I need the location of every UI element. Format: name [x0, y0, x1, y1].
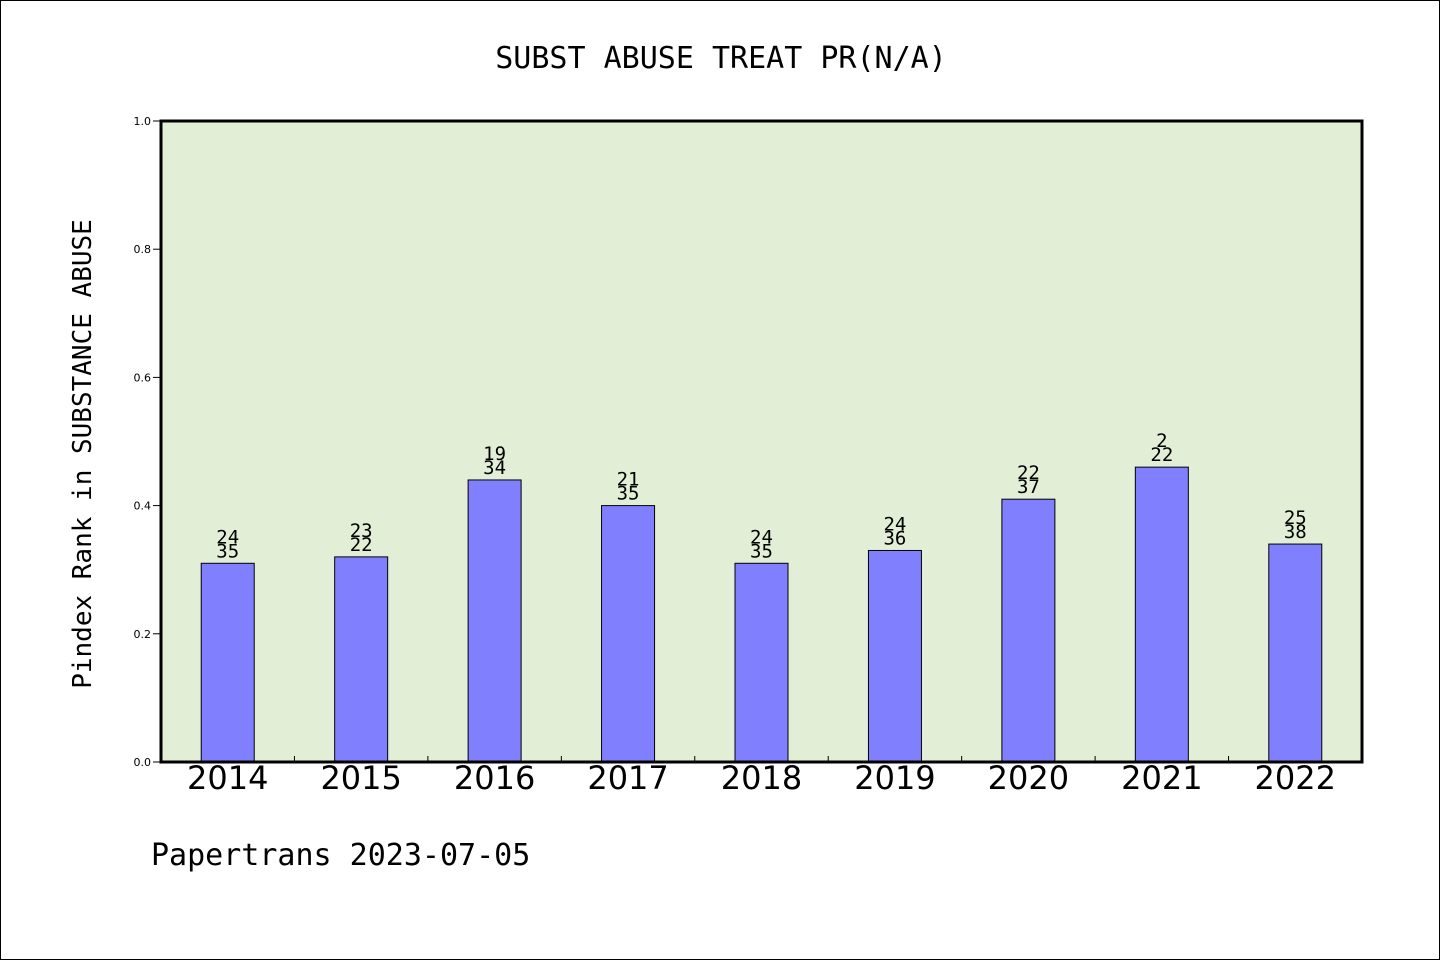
x-tick-label-2021: 2021 [1121, 759, 1202, 797]
bar-2014 [200, 562, 255, 763]
x-tick-label-2019: 2019 [854, 759, 935, 797]
bar-label-bottom-2016: 34 [483, 457, 506, 479]
bar-label-bottom-2020: 37 [1017, 476, 1040, 498]
y-axis-label: Pindex Rank in SUBSTANCE ABUSE [68, 219, 98, 689]
bar-label-top-2020: 22 [1017, 462, 1040, 484]
bar-label-bottom-2014: 35 [216, 540, 239, 562]
ticks-layer: 2014 2015 2016 2017 2018 2019 2020 2021 2022 0.0 0… [134, 115, 1336, 797]
y-tick-label-0.2: 0.2 [134, 628, 152, 641]
chart-title: SUBST ABUSE TREAT PR(N/A) [495, 41, 947, 76]
bar-label-top-2015: 23 [350, 520, 373, 542]
bar-label-top-2016: 19 [483, 443, 506, 465]
bar-2015 [334, 556, 389, 763]
footer-text: Papertrans 2023-07-05 [151, 838, 530, 873]
bar-label-bottom-2018: 35 [750, 540, 773, 562]
bar-label-top-2021: 2 [1156, 430, 1167, 452]
bar-2017 [601, 505, 656, 763]
x-tick-label-2016: 2016 [454, 759, 535, 797]
bar-2021 [1134, 466, 1189, 763]
bar-2019 [867, 549, 922, 763]
x-tick-label-2014: 2014 [187, 759, 268, 797]
y-tick-label-1.0: 1.0 [134, 115, 152, 128]
bar-label-top-2018: 24 [750, 526, 773, 548]
bar-2016 [467, 479, 522, 763]
x-tick-label-2018: 2018 [721, 759, 802, 797]
bar-2018 [734, 562, 789, 763]
bar-label-top-2022: 25 [1284, 507, 1307, 529]
y-tick-label-0.0: 0.0 [134, 756, 152, 769]
bar-label-top-2014: 24 [216, 526, 239, 548]
bar-label-bottom-2015: 22 [350, 534, 373, 556]
bar-2022 [1268, 543, 1323, 763]
x-tick-label-2022: 2022 [1255, 759, 1336, 797]
bar-label-top-2019: 24 [883, 513, 906, 535]
y-tick-label-0.8: 0.8 [134, 243, 152, 256]
y-tick-label-0.4: 0.4 [134, 500, 152, 513]
x-tick-label-2015: 2015 [320, 759, 401, 797]
bar-2020 [1001, 498, 1056, 763]
x-tick-label-2017: 2017 [587, 759, 668, 797]
bar-label-bottom-2017: 35 [617, 483, 640, 505]
y-tick-label-0.6: 0.6 [134, 371, 152, 384]
bar-label-bottom-2021: 22 [1150, 444, 1173, 466]
plot-border [159, 119, 1364, 764]
x-tick-label-2020: 2020 [988, 759, 1069, 797]
bar-label-top-2017: 21 [617, 469, 640, 491]
bar-label-bottom-2022: 38 [1284, 521, 1307, 543]
bar-label-bottom-2019: 36 [883, 527, 906, 549]
